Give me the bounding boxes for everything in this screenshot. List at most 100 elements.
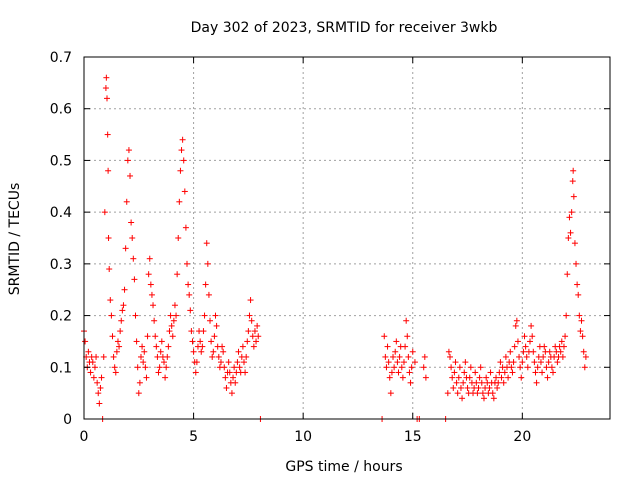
- data-point: [128, 219, 135, 226]
- data-point: [239, 343, 246, 350]
- data-point: [531, 359, 538, 366]
- data-point: [475, 384, 482, 391]
- data-point: [179, 136, 186, 143]
- data-point: [582, 353, 589, 360]
- data-point: [452, 359, 459, 366]
- y-tick-label: 0.4: [50, 205, 72, 221]
- data-point: [527, 338, 534, 345]
- data-point: [498, 374, 505, 381]
- data-point: [564, 271, 571, 278]
- data-point: [221, 364, 228, 371]
- data-point: [113, 348, 120, 355]
- data-point: [523, 353, 530, 360]
- data-point: [497, 359, 504, 366]
- y-tick-label: 0.6: [50, 102, 72, 118]
- data-point: [578, 317, 585, 324]
- data-point: [502, 353, 509, 360]
- data-point: [199, 343, 206, 350]
- data-point: [192, 369, 199, 376]
- data-point: [204, 260, 211, 267]
- data-point: [509, 369, 516, 376]
- data-point: [242, 369, 249, 376]
- data-point: [122, 245, 129, 252]
- data-point: [247, 297, 254, 304]
- data-point: [146, 255, 153, 262]
- data-point: [537, 359, 544, 366]
- data-point: [517, 364, 524, 371]
- data-point: [246, 312, 253, 319]
- data-point: [121, 286, 128, 293]
- data-point: [205, 291, 212, 298]
- data-point: [407, 379, 414, 386]
- data-point: [231, 364, 238, 371]
- data-point: [243, 353, 250, 360]
- data-point: [184, 260, 191, 267]
- data-point: [495, 379, 502, 386]
- x-tick-label: 10: [294, 429, 312, 445]
- data-point: [187, 307, 194, 314]
- data-point: [254, 322, 261, 329]
- data-point: [127, 172, 134, 179]
- data-point: [459, 395, 466, 402]
- data-point: [387, 390, 394, 397]
- data-point: [550, 369, 557, 376]
- data-point: [519, 359, 526, 366]
- data-point: [568, 209, 575, 216]
- y-tick-label: 0.5: [50, 153, 72, 169]
- data-point: [106, 266, 113, 273]
- data-point: [94, 379, 101, 386]
- data-point: [399, 374, 406, 381]
- x-tick-label: 20: [513, 429, 531, 445]
- data-point: [574, 281, 581, 288]
- data-point: [570, 167, 577, 174]
- data-point: [384, 343, 391, 350]
- data-point: [558, 338, 565, 345]
- data-point: [445, 348, 452, 355]
- data-point: [103, 74, 110, 81]
- data-point: [240, 359, 247, 366]
- data-point: [226, 369, 233, 376]
- data-point: [177, 167, 184, 174]
- data-point: [444, 390, 451, 397]
- data-point: [450, 384, 457, 391]
- data-point: [244, 338, 251, 345]
- data-point: [411, 359, 418, 366]
- data-point: [403, 317, 410, 324]
- data-point: [236, 364, 243, 371]
- data-point: [508, 364, 515, 371]
- data-point: [453, 379, 460, 386]
- data-point: [396, 353, 403, 360]
- data-point: [153, 343, 160, 350]
- data-point: [98, 374, 105, 381]
- data-point: [382, 353, 389, 360]
- data-point: [109, 333, 116, 340]
- data-point: [511, 343, 518, 350]
- data-point: [234, 359, 241, 366]
- data-point: [563, 312, 570, 319]
- data-point: [404, 333, 411, 340]
- data-point: [524, 364, 531, 371]
- data-point: [391, 364, 398, 371]
- data-point: [514, 338, 521, 345]
- data-point: [460, 379, 467, 386]
- data-point: [483, 374, 490, 381]
- data-point: [140, 359, 147, 366]
- data-point: [235, 348, 242, 355]
- data-point: [165, 343, 172, 350]
- x-tick-label: 0: [80, 429, 89, 445]
- data-point: [250, 343, 257, 350]
- data-point: [209, 353, 216, 360]
- data-point: [467, 364, 474, 371]
- data-point: [155, 369, 162, 376]
- data-point: [455, 374, 462, 381]
- data-point: [554, 359, 561, 366]
- data-point: [230, 374, 237, 381]
- data-point: [394, 359, 401, 366]
- x-tick-label: 5: [189, 429, 198, 445]
- data-point: [395, 369, 402, 376]
- data-point: [449, 374, 456, 381]
- data-point: [532, 369, 539, 376]
- data-point: [490, 395, 497, 402]
- data-point: [201, 312, 208, 319]
- data-point: [392, 348, 399, 355]
